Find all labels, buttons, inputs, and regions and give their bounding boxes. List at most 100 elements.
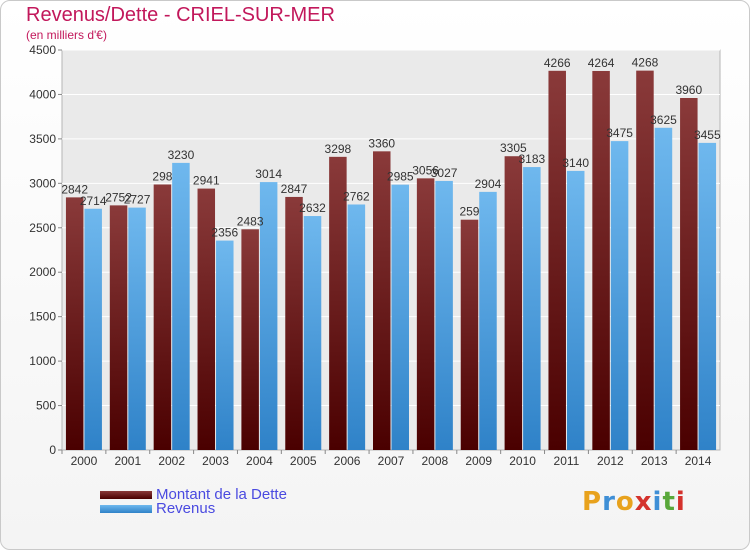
y-tick-label: 4500 — [29, 43, 56, 57]
y-tick-label: 3000 — [29, 176, 56, 190]
bar-revenus — [479, 191, 497, 450]
value-label: 2632 — [299, 201, 326, 215]
bar-dette — [153, 184, 172, 450]
chart-title: Revenus/Dette - CRIEL-SUR-MER — [26, 4, 335, 26]
bar-dette — [416, 178, 435, 450]
bar-dette — [460, 219, 479, 450]
bar-dette — [504, 156, 523, 450]
x-tick-label: 2007 — [378, 454, 405, 468]
x-tick-label: 2003 — [202, 454, 229, 468]
value-label: 3625 — [650, 113, 677, 127]
value-label: 2714 — [80, 194, 107, 208]
bar-dette — [680, 98, 698, 450]
x-tick-label: 2002 — [158, 454, 185, 468]
value-label: 259 — [459, 205, 479, 219]
legend-swatch-dette — [100, 491, 152, 500]
bar-dette — [65, 197, 84, 450]
value-label: 3027 — [431, 166, 458, 180]
bar-revenus — [347, 204, 366, 450]
x-tick-label: 2001 — [114, 454, 141, 468]
value-label: 2842 — [61, 182, 88, 196]
legend-item-dette: Montant de la Dette — [100, 486, 287, 503]
bar-revenus — [610, 141, 629, 450]
value-label: 3183 — [518, 152, 545, 166]
logo-letter: i — [675, 487, 686, 517]
x-tick-label: 2011 — [554, 454, 580, 468]
y-tick-label: 1000 — [29, 354, 56, 368]
y-tick-label: 2500 — [29, 221, 56, 235]
value-label: 2752 — [105, 190, 132, 204]
plot-area — [61, 49, 721, 451]
bar-dette — [329, 156, 347, 450]
logo-letter: x — [634, 487, 653, 517]
bar-revenus — [172, 162, 190, 450]
x-tick-label: 2005 — [290, 454, 317, 468]
logo-letter: i — [652, 487, 663, 517]
value-label: 2762 — [343, 189, 370, 203]
value-label: 2847 — [281, 182, 308, 196]
value-label: 3475 — [606, 126, 633, 140]
bars — [65, 70, 717, 451]
bar-dette — [592, 70, 610, 450]
logo-letter: t — [662, 487, 676, 517]
y-axis: 0 500 1000 1500 2000 2500 3000 3500 4000 4500 — [29, 43, 62, 457]
value-label: 3298 — [325, 142, 352, 156]
x-axis: 2000 2001 2002 2003 2004 2005 2006 2007 2008 2009… — [61, 450, 712, 468]
x-tick-label: 2008 — [422, 454, 449, 468]
value-label: 3305 — [500, 141, 527, 155]
x-tick-label: 2009 — [465, 454, 492, 468]
bar-revenus — [128, 207, 146, 450]
y-tick-label: 2000 — [29, 265, 56, 279]
chart-subtitle: (en milliers d'€) — [26, 28, 107, 42]
legend-swatch-revenus — [100, 505, 152, 514]
bar-dette — [636, 70, 654, 450]
y-tick-label: 4000 — [29, 87, 56, 101]
x-tick-label: 2006 — [334, 454, 361, 468]
value-label: 3014 — [255, 167, 282, 181]
value-label: 298 — [152, 169, 172, 183]
x-tick-label: 2014 — [685, 454, 712, 468]
y-tick-label: 3500 — [29, 132, 56, 146]
value-label: 2483 — [237, 214, 264, 228]
value-label: 3455 — [694, 128, 721, 142]
x-tick-label: 2010 — [509, 454, 536, 468]
value-label: 3140 — [562, 156, 589, 170]
value-label: 3960 — [675, 83, 702, 97]
x-tick-label: 2000 — [71, 454, 98, 468]
bar-dette — [373, 151, 391, 451]
bar-revenus — [698, 142, 717, 450]
x-tick-label: 2013 — [641, 454, 668, 468]
value-label: 3056 — [412, 163, 439, 177]
logo-letter: r — [602, 487, 616, 517]
bar-dette — [285, 196, 303, 450]
bar-dette — [197, 188, 216, 451]
logo-letter: o — [615, 487, 635, 517]
x-tick-label: 2012 — [597, 454, 624, 468]
value-label: 4268 — [632, 56, 659, 70]
bar-revenus — [654, 127, 673, 451]
value-label: 2941 — [193, 174, 220, 188]
bar-revenus — [216, 240, 234, 450]
y-tick-label: 1500 — [29, 310, 56, 324]
gridlines — [62, 49, 720, 407]
value-label: 3360 — [368, 136, 395, 150]
bar-revenus — [84, 208, 102, 450]
legend-label-dette: Montant de la Dette — [156, 486, 287, 503]
value-label: 2904 — [475, 177, 502, 191]
bar-revenus — [391, 184, 409, 450]
value-label: 2356 — [211, 226, 238, 240]
value-label: 2727 — [124, 193, 151, 207]
bar-dette — [241, 229, 259, 450]
bar-dette — [548, 70, 566, 451]
bar-revenus — [259, 182, 278, 451]
y-tick-label: 500 — [36, 399, 56, 413]
y-tick-label: 0 — [49, 443, 56, 457]
bar-dette — [109, 205, 128, 450]
value-label: 4266 — [544, 56, 571, 70]
legend-label-revenus: Revenus — [156, 500, 216, 517]
bar-revenus — [435, 180, 453, 450]
legend-item-revenus: Revenus — [100, 500, 215, 517]
bar-revenus — [566, 170, 585, 450]
logo-letter: P — [582, 487, 603, 517]
value-label: 2985 — [387, 170, 414, 184]
